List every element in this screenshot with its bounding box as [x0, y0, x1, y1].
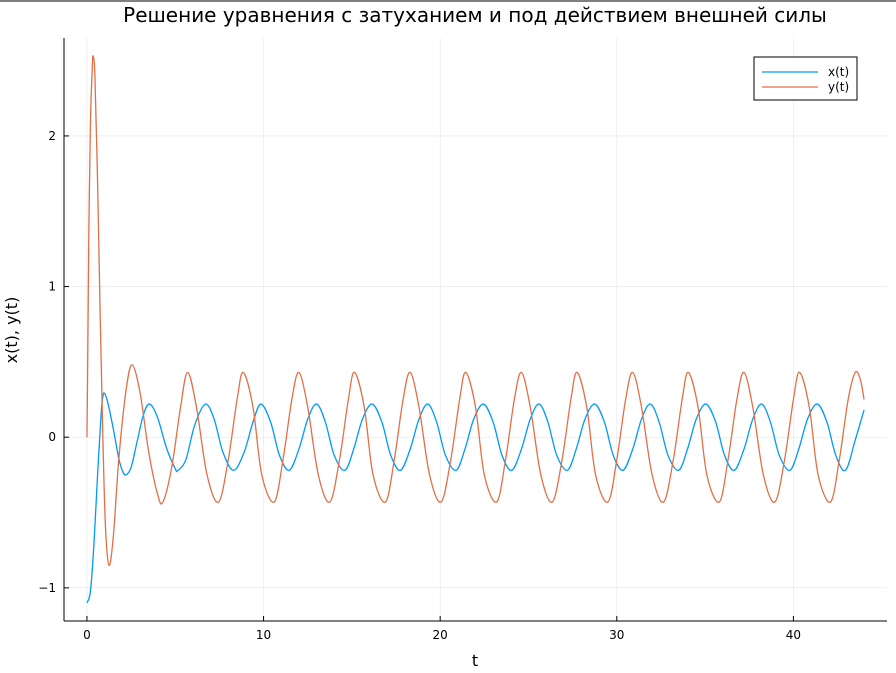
y-axis-label: x(t), y(t) — [2, 297, 21, 364]
legend-label-y: y(t) — [828, 80, 849, 94]
y-tick-label: −1 — [38, 581, 56, 595]
x-tick-label: 30 — [609, 628, 624, 642]
legend-box — [753, 56, 858, 101]
chart-title: Решение уравнения с затуханием и под дей… — [123, 3, 827, 27]
legend-label-x: x(t) — [828, 65, 849, 79]
y-tick-label: 2 — [48, 129, 56, 143]
series-line-x — [86, 392, 865, 604]
legend: x(t) y(t) — [753, 56, 858, 101]
y-tick-label: 1 — [48, 280, 56, 294]
series-layer — [86, 55, 865, 604]
x-tick-label: 10 — [256, 628, 271, 642]
x-axis-label: t — [472, 651, 478, 670]
x-tick-label: 40 — [786, 628, 801, 642]
x-ticks: 0 10 20 30 40 — [83, 616, 801, 642]
x-tick-label: 0 — [83, 628, 91, 642]
y-tick-label: 0 — [48, 430, 56, 444]
grid — [64, 38, 887, 621]
x-tick-label: 20 — [433, 628, 448, 642]
series-line-y — [86, 55, 865, 566]
y-ticks: −1 0 1 2 — [38, 129, 69, 595]
